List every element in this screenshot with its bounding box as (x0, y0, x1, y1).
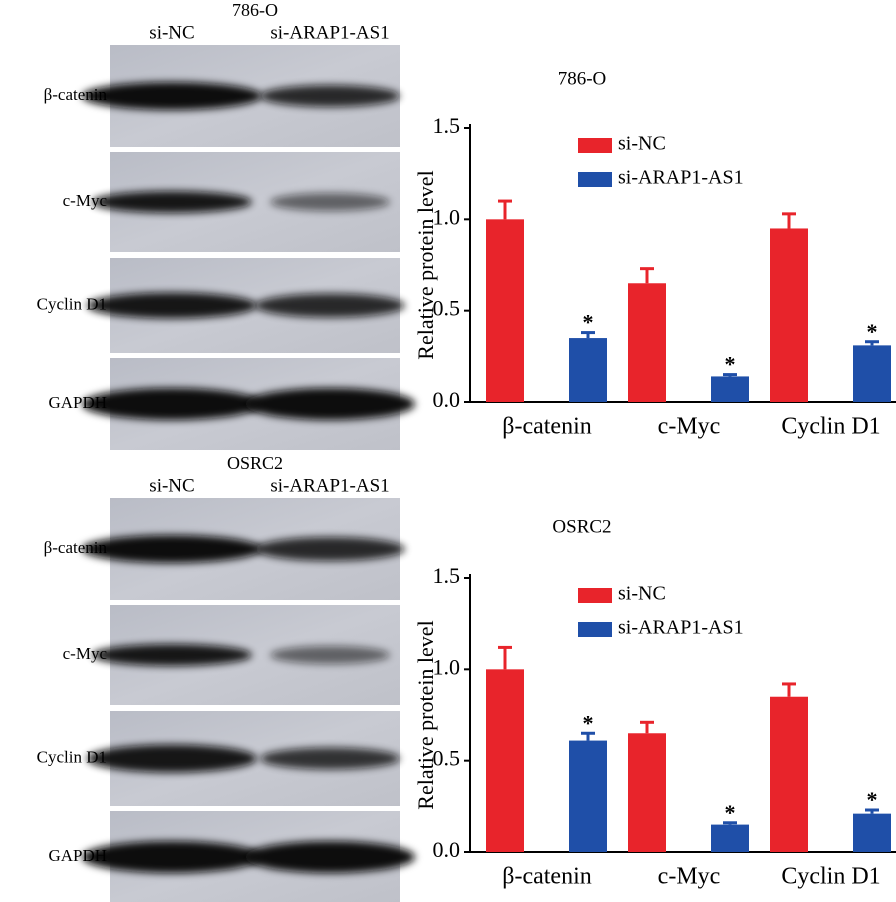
bar (853, 813, 891, 852)
legend-swatch (578, 622, 612, 637)
bar (711, 376, 749, 402)
bar (628, 283, 666, 402)
row-label: GAPDH (48, 846, 107, 865)
y-axis-label: Relative protein level (413, 620, 438, 809)
y-tick-label: 0.5 (433, 296, 461, 321)
x-tick-label: β-catenin (502, 864, 592, 890)
band (92, 644, 252, 666)
blot-title: 786-O (232, 0, 278, 20)
y-tick-label: 1.0 (433, 204, 461, 229)
significance-mark: * (867, 319, 878, 344)
bar (486, 669, 524, 852)
y-axis-label: Relative protein level (413, 170, 438, 359)
significance-mark: * (583, 310, 594, 335)
band (255, 293, 405, 318)
band (255, 537, 405, 561)
band (245, 841, 415, 873)
row-label: β-catenin (44, 85, 108, 104)
significance-mark: * (583, 710, 594, 735)
x-tick-label: β-catenin (502, 414, 592, 440)
x-tick-label: c-Myc (658, 414, 721, 440)
chart-title: 786-O (558, 68, 607, 89)
row-label: β-catenin (44, 538, 108, 557)
band (260, 747, 400, 770)
significance-mark: * (867, 787, 878, 812)
bar (711, 824, 749, 852)
legend-swatch (578, 588, 612, 603)
bar (486, 219, 524, 402)
legend-swatch (578, 138, 612, 153)
bar (853, 345, 891, 402)
y-tick-label: 1.5 (433, 563, 461, 588)
bar (569, 338, 607, 402)
band (82, 82, 262, 110)
bar (770, 696, 808, 852)
lane-label: si-ARAP1-AS1 (270, 475, 389, 496)
band (87, 292, 257, 319)
row-label: Cyclin D1 (37, 747, 107, 766)
significance-mark: * (725, 800, 736, 825)
y-tick-label: 1.0 (433, 654, 461, 679)
band (245, 388, 415, 420)
band (270, 646, 390, 664)
legend-label: si-NC (618, 583, 666, 605)
row-label: c-Myc (63, 191, 108, 210)
band (82, 841, 262, 873)
band (270, 193, 390, 211)
x-tick-label: c-Myc (658, 864, 721, 890)
band (87, 744, 257, 773)
x-tick-label: Cyclin D1 (781, 414, 880, 440)
bar (770, 228, 808, 402)
band (82, 388, 262, 420)
band (82, 535, 262, 563)
y-tick-label: 1.5 (433, 113, 461, 138)
bar (569, 740, 607, 852)
y-tick-label: 0.0 (433, 387, 461, 412)
chart-title: OSRC2 (552, 516, 611, 537)
row-label: c-Myc (63, 644, 108, 663)
blot-title: OSRC2 (227, 453, 283, 473)
lane-label: si-NC (149, 475, 194, 496)
lane-label: si-ARAP1-AS1 (270, 22, 389, 43)
legend-swatch (578, 172, 612, 187)
band (260, 85, 400, 107)
legend-label: si-ARAP1-AS1 (618, 167, 744, 189)
band (92, 191, 252, 213)
legend-label: si-NC (618, 133, 666, 155)
bar (628, 733, 666, 852)
legend-label: si-ARAP1-AS1 (618, 617, 744, 639)
significance-mark: * (725, 352, 736, 377)
row-label: Cyclin D1 (37, 294, 107, 313)
row-label: GAPDH (48, 393, 107, 412)
x-tick-label: Cyclin D1 (781, 864, 880, 890)
lane-label: si-NC (149, 22, 194, 43)
y-tick-label: 0.5 (433, 746, 461, 771)
y-tick-label: 0.0 (433, 837, 461, 862)
